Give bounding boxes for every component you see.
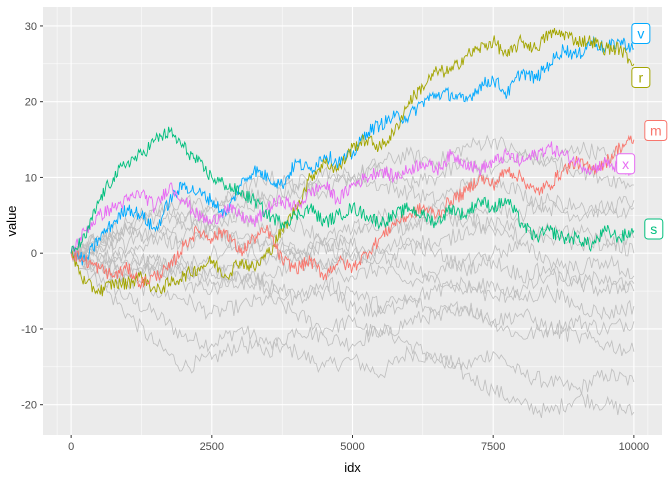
gray-series-line bbox=[70, 253, 635, 357]
x-tick-label: 0 bbox=[68, 441, 74, 453]
x-axis-ticks: 0 2500 5000 7500 10000 bbox=[68, 435, 649, 453]
end-label-text: x bbox=[622, 156, 629, 172]
x-tick-label: 10000 bbox=[619, 441, 650, 453]
series-line-s bbox=[70, 126, 635, 254]
x-tick-label: 5000 bbox=[340, 441, 364, 453]
y-tick-label: 10 bbox=[25, 172, 37, 184]
end-labels-group: v r m x s bbox=[616, 23, 668, 240]
gray-series-line bbox=[70, 232, 635, 284]
end-label-box bbox=[644, 218, 664, 240]
gray-series-line bbox=[70, 250, 635, 419]
end-label-x: x bbox=[616, 153, 636, 175]
end-label-box bbox=[616, 153, 636, 175]
gray-series-line bbox=[70, 149, 634, 256]
y-axis-ticks: -20 -10 0 10 20 30 bbox=[21, 21, 43, 412]
gray-series-group bbox=[70, 134, 635, 419]
gray-series-line bbox=[70, 252, 635, 340]
end-label-text: s bbox=[650, 221, 657, 237]
y-tick-label: 20 bbox=[25, 97, 37, 109]
end-label-box bbox=[644, 119, 668, 141]
end-label-text: v bbox=[637, 26, 644, 42]
end-label-box bbox=[631, 23, 651, 45]
gray-series-line bbox=[70, 201, 635, 257]
y-tick-label: 0 bbox=[31, 248, 37, 260]
end-label-r: r bbox=[631, 66, 651, 88]
gray-series-line bbox=[70, 240, 635, 292]
end-label-v: v bbox=[631, 23, 651, 45]
end-label-text: r bbox=[639, 69, 644, 85]
y-tick-label: -20 bbox=[21, 400, 37, 412]
end-label-box bbox=[631, 66, 651, 88]
x-tick-label: 2500 bbox=[200, 441, 224, 453]
x-tick-label: 7500 bbox=[481, 441, 505, 453]
series-line-r bbox=[70, 28, 635, 297]
x-axis-title: idx bbox=[344, 460, 361, 475]
gray-series-line bbox=[70, 216, 635, 265]
series-line-v bbox=[71, 35, 635, 266]
end-label-m: m bbox=[644, 119, 668, 141]
y-tick-label: -10 bbox=[21, 324, 37, 336]
gray-series-line bbox=[70, 193, 635, 282]
series-line-m bbox=[70, 134, 635, 290]
end-label-text: m bbox=[650, 122, 662, 138]
colored-series-group bbox=[70, 28, 635, 297]
y-axis-title: value bbox=[4, 205, 19, 236]
end-label-s: s bbox=[644, 218, 664, 240]
gray-series-line bbox=[70, 250, 635, 395]
series-line-x bbox=[70, 141, 635, 254]
y-tick-label: 30 bbox=[25, 21, 37, 33]
gray-series-line bbox=[70, 224, 635, 321]
